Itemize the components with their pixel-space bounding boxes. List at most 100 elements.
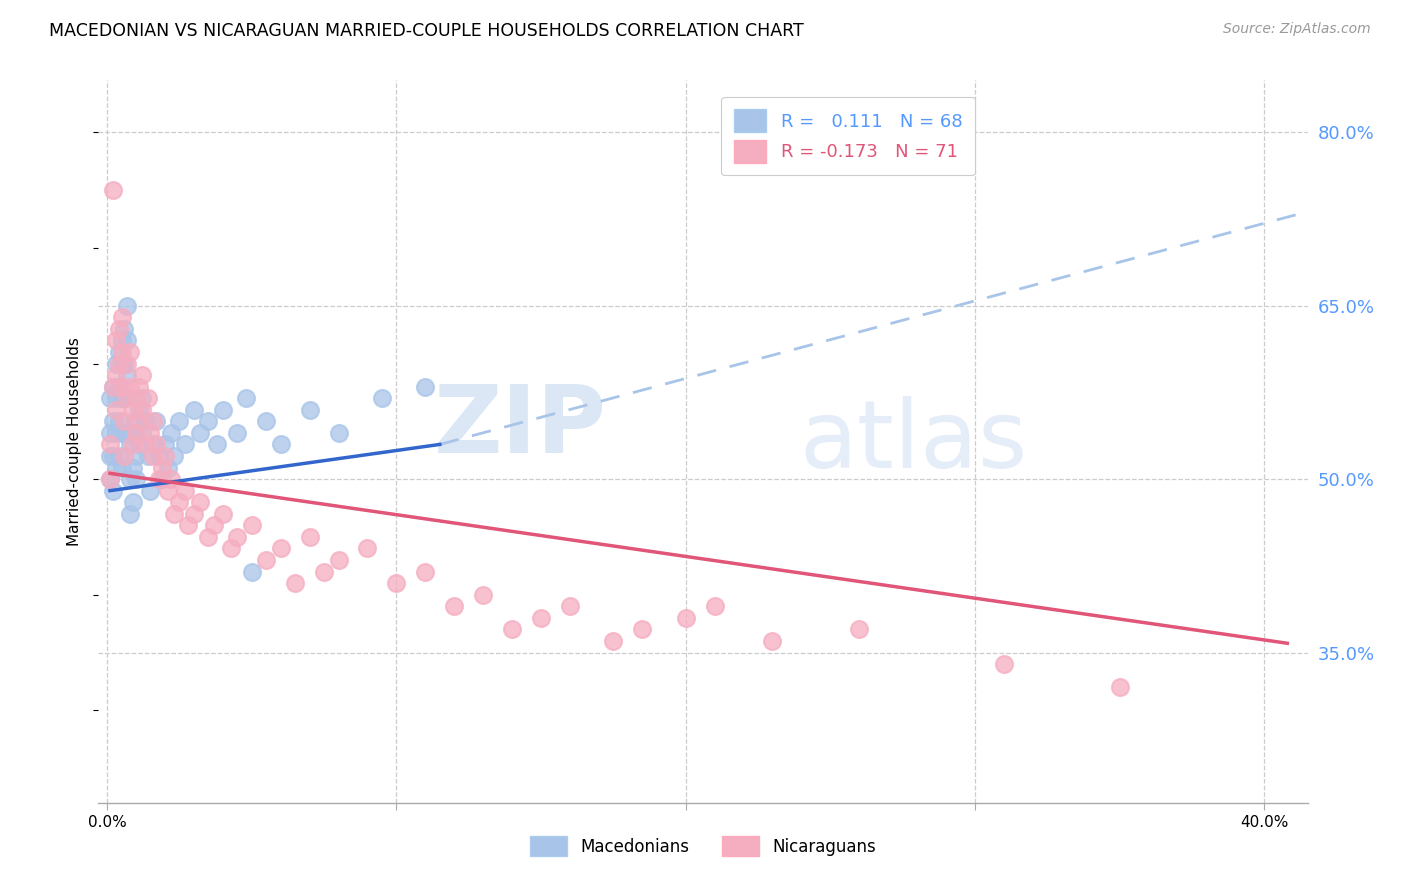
Text: MACEDONIAN VS NICARAGUAN MARRIED-COUPLE HOUSEHOLDS CORRELATION CHART: MACEDONIAN VS NICARAGUAN MARRIED-COUPLE … xyxy=(49,22,804,40)
Point xyxy=(142,414,165,428)
Point xyxy=(128,379,150,393)
Point xyxy=(221,541,243,556)
Point xyxy=(150,472,173,486)
Point xyxy=(188,495,211,509)
Point xyxy=(631,623,654,637)
Point xyxy=(117,299,139,313)
Point xyxy=(254,553,277,567)
Point xyxy=(104,425,127,440)
Point xyxy=(139,483,162,498)
Point xyxy=(104,391,127,405)
Point xyxy=(183,402,205,417)
Point xyxy=(107,449,129,463)
Point xyxy=(226,530,249,544)
Point xyxy=(153,449,176,463)
Point xyxy=(101,183,124,197)
Text: ZIP: ZIP xyxy=(433,381,606,473)
Point xyxy=(254,414,277,428)
Point xyxy=(703,599,725,614)
Point xyxy=(104,402,127,417)
Point xyxy=(993,657,1015,671)
Point xyxy=(145,437,167,451)
Point xyxy=(128,414,150,428)
Text: Source: ZipAtlas.com: Source: ZipAtlas.com xyxy=(1223,22,1371,37)
Point xyxy=(148,449,170,463)
Point xyxy=(125,425,148,440)
Point xyxy=(101,414,124,428)
Point xyxy=(328,553,350,567)
Point xyxy=(602,634,624,648)
Point xyxy=(110,379,132,393)
Point xyxy=(104,368,127,382)
Point xyxy=(120,379,142,393)
Point xyxy=(131,402,153,417)
Point xyxy=(501,623,523,637)
Point xyxy=(211,402,233,417)
Point xyxy=(197,530,219,544)
Point xyxy=(298,402,321,417)
Point xyxy=(114,357,136,371)
Point xyxy=(270,541,292,556)
Point xyxy=(226,425,249,440)
Point xyxy=(188,425,211,440)
Point xyxy=(472,588,495,602)
Point xyxy=(122,437,145,451)
Y-axis label: Married-couple Households: Married-couple Households xyxy=(67,337,83,546)
Point xyxy=(162,507,184,521)
Point xyxy=(101,483,124,498)
Legend: Macedonians, Nicaraguans: Macedonians, Nicaraguans xyxy=(523,830,883,863)
Point xyxy=(162,449,184,463)
Point xyxy=(107,379,129,393)
Point xyxy=(122,402,145,417)
Point xyxy=(117,368,139,382)
Point xyxy=(122,460,145,475)
Point xyxy=(150,460,173,475)
Point xyxy=(98,391,121,405)
Point xyxy=(125,391,148,405)
Point xyxy=(139,425,162,440)
Point xyxy=(235,391,257,405)
Point xyxy=(159,472,181,486)
Point xyxy=(148,472,170,486)
Point xyxy=(122,495,145,509)
Point xyxy=(114,414,136,428)
Point xyxy=(134,437,156,451)
Point xyxy=(169,495,191,509)
Point xyxy=(156,483,179,498)
Text: atlas: atlas xyxy=(800,395,1028,488)
Point xyxy=(107,357,129,371)
Point xyxy=(128,437,150,451)
Point xyxy=(177,518,200,533)
Point xyxy=(101,379,124,393)
Point xyxy=(110,460,132,475)
Point xyxy=(122,425,145,440)
Point xyxy=(675,611,697,625)
Point xyxy=(110,310,132,325)
Point xyxy=(120,507,142,521)
Point xyxy=(174,437,197,451)
Point xyxy=(174,483,197,498)
Point xyxy=(110,391,132,405)
Point xyxy=(240,565,263,579)
Point xyxy=(120,345,142,359)
Point xyxy=(114,425,136,440)
Point xyxy=(120,472,142,486)
Point xyxy=(101,449,124,463)
Point xyxy=(98,425,121,440)
Point xyxy=(1108,680,1130,694)
Point xyxy=(371,391,394,405)
Point xyxy=(131,391,153,405)
Point xyxy=(761,634,783,648)
Point xyxy=(117,391,139,405)
Point xyxy=(114,449,136,463)
Point xyxy=(413,379,436,393)
Point xyxy=(110,345,132,359)
Point xyxy=(117,357,139,371)
Point xyxy=(211,507,233,521)
Point xyxy=(153,437,176,451)
Point xyxy=(848,623,870,637)
Point xyxy=(284,576,307,591)
Point xyxy=(98,449,121,463)
Point xyxy=(114,391,136,405)
Point xyxy=(110,357,132,371)
